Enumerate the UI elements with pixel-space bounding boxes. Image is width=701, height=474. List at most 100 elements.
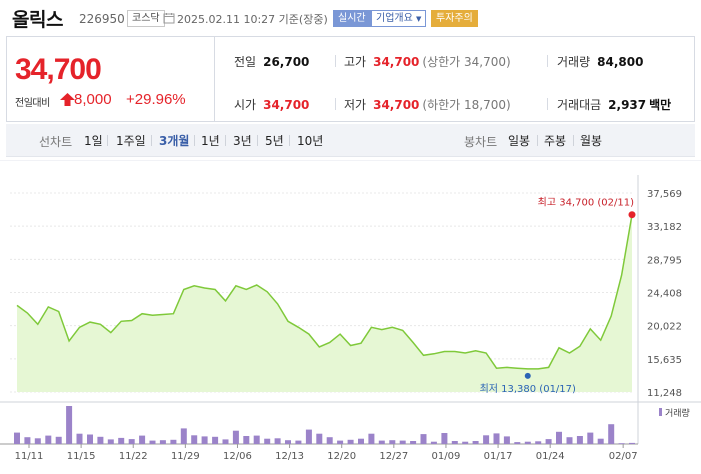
annotations: 최고 34,700 (02/11) 최저 13,380 (01/17) bbox=[480, 197, 636, 395]
high-marker bbox=[628, 211, 636, 219]
volume-bar bbox=[24, 437, 31, 444]
low-annotation: 최저 13,380 (01/17) bbox=[480, 383, 576, 395]
lower-limit: (하한가 18,700) bbox=[422, 98, 511, 112]
volume-bar bbox=[337, 440, 344, 444]
volume-bars: 거래량 bbox=[14, 406, 690, 444]
volume-label: 거래량 bbox=[557, 55, 591, 69]
y-tick-label: 15,635 bbox=[647, 355, 682, 366]
volume-bar bbox=[368, 433, 375, 444]
volume-bar bbox=[14, 432, 20, 444]
prev-close-label: 전일 bbox=[234, 55, 257, 69]
candle-weekly[interactable]: 주봉 bbox=[544, 134, 567, 148]
prev-close-stat: 전일 26,700 bbox=[234, 53, 309, 70]
volume-bar bbox=[535, 441, 542, 444]
volume-bar bbox=[576, 436, 583, 444]
volume-bar bbox=[232, 430, 239, 444]
volume-bar bbox=[45, 435, 52, 444]
price-area bbox=[17, 214, 632, 392]
volume-bar bbox=[264, 438, 271, 444]
volume-bar bbox=[170, 439, 177, 444]
divider bbox=[547, 55, 548, 67]
amount-stat: 거래대금 2,937 백만 bbox=[557, 96, 671, 113]
candle-monthly[interactable]: 월봉 bbox=[580, 134, 603, 148]
low-stat: 저가 34,700 (하한가 18,700) bbox=[344, 96, 511, 113]
prev-close-value: 26,700 bbox=[263, 55, 310, 69]
volume-bar bbox=[524, 441, 531, 444]
volume-bar bbox=[472, 441, 479, 444]
high-label: 고가 bbox=[344, 55, 367, 69]
volume-bar bbox=[483, 435, 490, 444]
x-tick-label: 12/27 bbox=[379, 451, 408, 462]
x-tick-label: 11/15 bbox=[67, 451, 96, 462]
stock-header: 올릭스 226950 코스닥 2025.02.11 10:27 기준(장중) 실… bbox=[0, 0, 701, 36]
line-chart-label: 선차트 bbox=[39, 135, 73, 149]
volume-bar bbox=[347, 439, 354, 444]
candle-daily[interactable]: 일봉 bbox=[508, 134, 531, 148]
volume-bar bbox=[243, 436, 250, 444]
x-tick-label: 12/20 bbox=[327, 451, 356, 462]
volume-bar bbox=[316, 433, 323, 444]
volume-bar bbox=[274, 438, 281, 444]
divider bbox=[335, 98, 336, 110]
stock-code: 226950 bbox=[79, 12, 125, 26]
volume-bar bbox=[629, 442, 635, 444]
volume-stat: 거래량 84,800 bbox=[557, 53, 643, 70]
period-5y[interactable]: 5년 bbox=[265, 134, 284, 148]
y-tick-label: 11,248 bbox=[647, 388, 682, 399]
current-price: 34,700 bbox=[15, 53, 102, 86]
volume-bar bbox=[128, 439, 135, 444]
period-1w[interactable]: 1주일 bbox=[116, 134, 146, 148]
investment-warning-badge: 투자주의 bbox=[431, 10, 478, 27]
volume-bar bbox=[201, 436, 208, 444]
current-price-box: 34,700 전일대비 8,000 +29.96% bbox=[7, 37, 215, 121]
volume-bar bbox=[66, 406, 73, 444]
divider bbox=[194, 135, 195, 146]
high-stat: 고가 34,700 (상한가 34,700) bbox=[344, 53, 511, 70]
divider bbox=[547, 98, 548, 110]
legend-swatch bbox=[659, 408, 662, 416]
y-tick-label: 28,795 bbox=[647, 255, 682, 266]
period-3m[interactable]: 3개월 bbox=[159, 134, 190, 148]
volume-bar bbox=[76, 433, 83, 444]
volume-bar bbox=[180, 428, 187, 444]
volume-bar bbox=[556, 431, 562, 444]
x-tick-label: 01/24 bbox=[536, 451, 565, 462]
x-tick-label: 12/13 bbox=[275, 451, 304, 462]
volume-bar bbox=[587, 432, 594, 444]
stock-name: 올릭스 bbox=[12, 9, 63, 31]
price-summary: 34,700 전일대비 8,000 +29.96% 전일 26,700 고가 34,… bbox=[6, 36, 695, 122]
period-1d[interactable]: 1일 bbox=[84, 134, 103, 148]
company-info-dropdown[interactable]: 기업개요 ▼ bbox=[371, 10, 427, 27]
company-info-label: 기업개요 bbox=[376, 13, 413, 24]
x-tick-label: 12/06 bbox=[223, 451, 252, 462]
volume-bar bbox=[139, 435, 146, 444]
x-tick-label: 01/17 bbox=[484, 451, 513, 462]
period-3y[interactable]: 3년 bbox=[233, 134, 252, 148]
low-value: 34,700 bbox=[373, 98, 420, 112]
open-value: 34,700 bbox=[263, 98, 310, 112]
volume-bar bbox=[545, 439, 552, 444]
price-chart: 37,569 33,182 28,795 24,408 20,022 15,635 11,2… bbox=[0, 160, 701, 462]
period-1y[interactable]: 1년 bbox=[201, 134, 220, 148]
open-label: 시가 bbox=[234, 98, 257, 112]
volume-bar bbox=[212, 436, 219, 444]
candle-chart-label: 봉차트 bbox=[464, 135, 498, 149]
volume-bar bbox=[97, 436, 104, 444]
divider bbox=[289, 135, 290, 146]
amount-label: 거래대금 bbox=[557, 98, 602, 112]
low-marker bbox=[524, 372, 531, 379]
divider bbox=[335, 55, 336, 67]
volume-bar bbox=[420, 434, 427, 444]
volume-bar bbox=[87, 434, 93, 444]
volume-bar bbox=[34, 438, 41, 444]
y-tick-label: 20,022 bbox=[647, 322, 682, 333]
chart-toolbar: 선차트 1일 1주일 3개월 1년 3년 5년 10년 봉차트 일봉 주봉 월봉 bbox=[6, 124, 695, 157]
y-tick-label: 33,182 bbox=[647, 222, 682, 233]
period-10y[interactable]: 10년 bbox=[297, 134, 324, 148]
divider bbox=[225, 135, 226, 146]
quote-datetime: 2025.02.11 10:27 기준(장중) bbox=[177, 13, 328, 26]
open-stat: 시가 34,700 bbox=[234, 96, 309, 113]
volume-bar bbox=[107, 439, 114, 444]
divider bbox=[537, 135, 538, 146]
divider bbox=[107, 135, 108, 146]
